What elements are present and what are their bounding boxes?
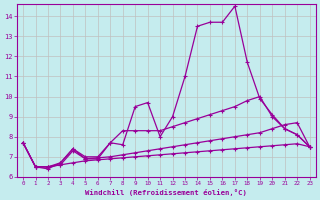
X-axis label: Windchill (Refroidissement éolien,°C): Windchill (Refroidissement éolien,°C): [85, 189, 247, 196]
